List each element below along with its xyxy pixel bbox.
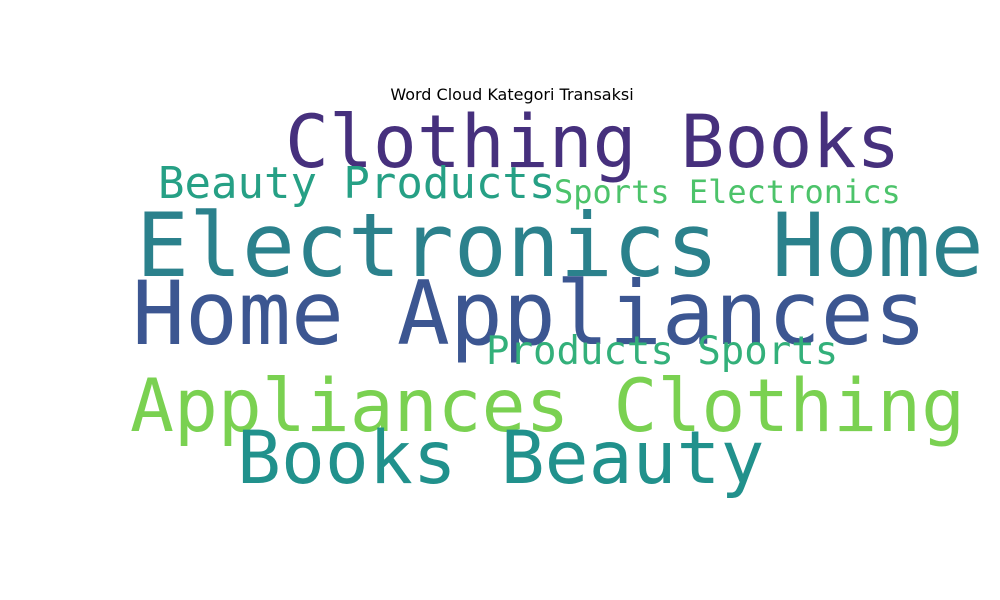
word-cloud-term: Beauty Products	[158, 158, 556, 209]
word-cloud-term: Clothing Books	[285, 100, 901, 185]
word-cloud-term: Appliances Clothing	[130, 364, 966, 449]
word-cloud-area: Clothing Books Beauty Products Sports Elec…	[130, 100, 984, 502]
word-cloud-term: Products Sports	[486, 329, 839, 374]
word-cloud-term: Sports Electronics	[554, 173, 901, 211]
chart-title: Word Cloud Kategori Transaksi	[390, 85, 634, 104]
word-cloud-term: Electronics Home	[136, 194, 984, 297]
word-cloud-term: Books Beauty	[237, 416, 765, 501]
word-cloud-term: Home Appliances	[132, 262, 927, 365]
